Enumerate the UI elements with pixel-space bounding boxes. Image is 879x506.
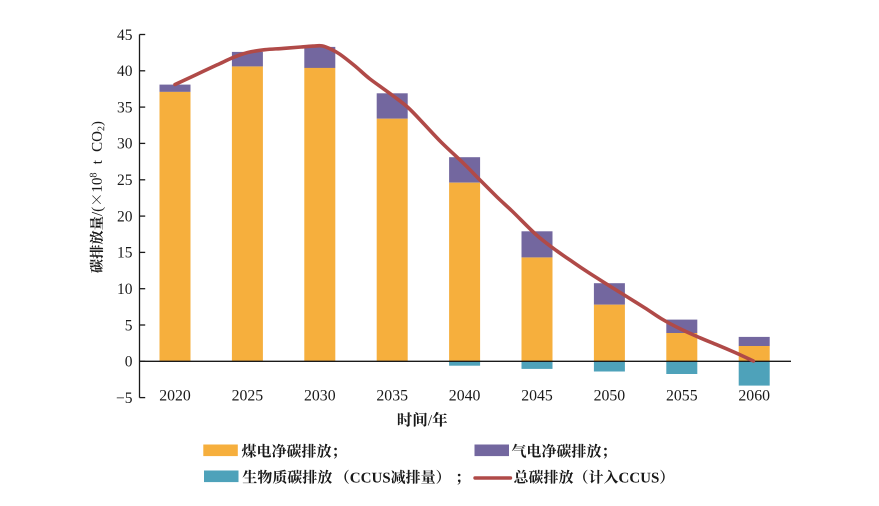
svg-text:15: 15 bbox=[117, 245, 133, 262]
svg-text:25: 25 bbox=[117, 172, 133, 189]
svg-text:2020: 2020 bbox=[159, 388, 191, 405]
svg-text:0: 0 bbox=[125, 354, 133, 371]
svg-text:40: 40 bbox=[117, 63, 133, 80]
svg-text:45: 45 bbox=[117, 27, 133, 44]
svg-text:−5: −5 bbox=[116, 390, 133, 407]
svg-text:35: 35 bbox=[117, 99, 133, 116]
svg-text:2025: 2025 bbox=[232, 388, 264, 405]
svg-text:10: 10 bbox=[117, 281, 133, 298]
svg-text:5: 5 bbox=[125, 317, 133, 334]
svg-text:2030: 2030 bbox=[304, 388, 336, 405]
svg-text:2055: 2055 bbox=[666, 388, 698, 405]
svg-text:2045: 2045 bbox=[521, 388, 553, 405]
svg-text:2050: 2050 bbox=[594, 388, 626, 405]
svg-text:2035: 2035 bbox=[376, 388, 408, 405]
svg-text:2040: 2040 bbox=[449, 388, 481, 405]
svg-text:30: 30 bbox=[117, 136, 133, 153]
svg-text:2060: 2060 bbox=[738, 388, 770, 405]
svg-text:20: 20 bbox=[117, 208, 133, 225]
